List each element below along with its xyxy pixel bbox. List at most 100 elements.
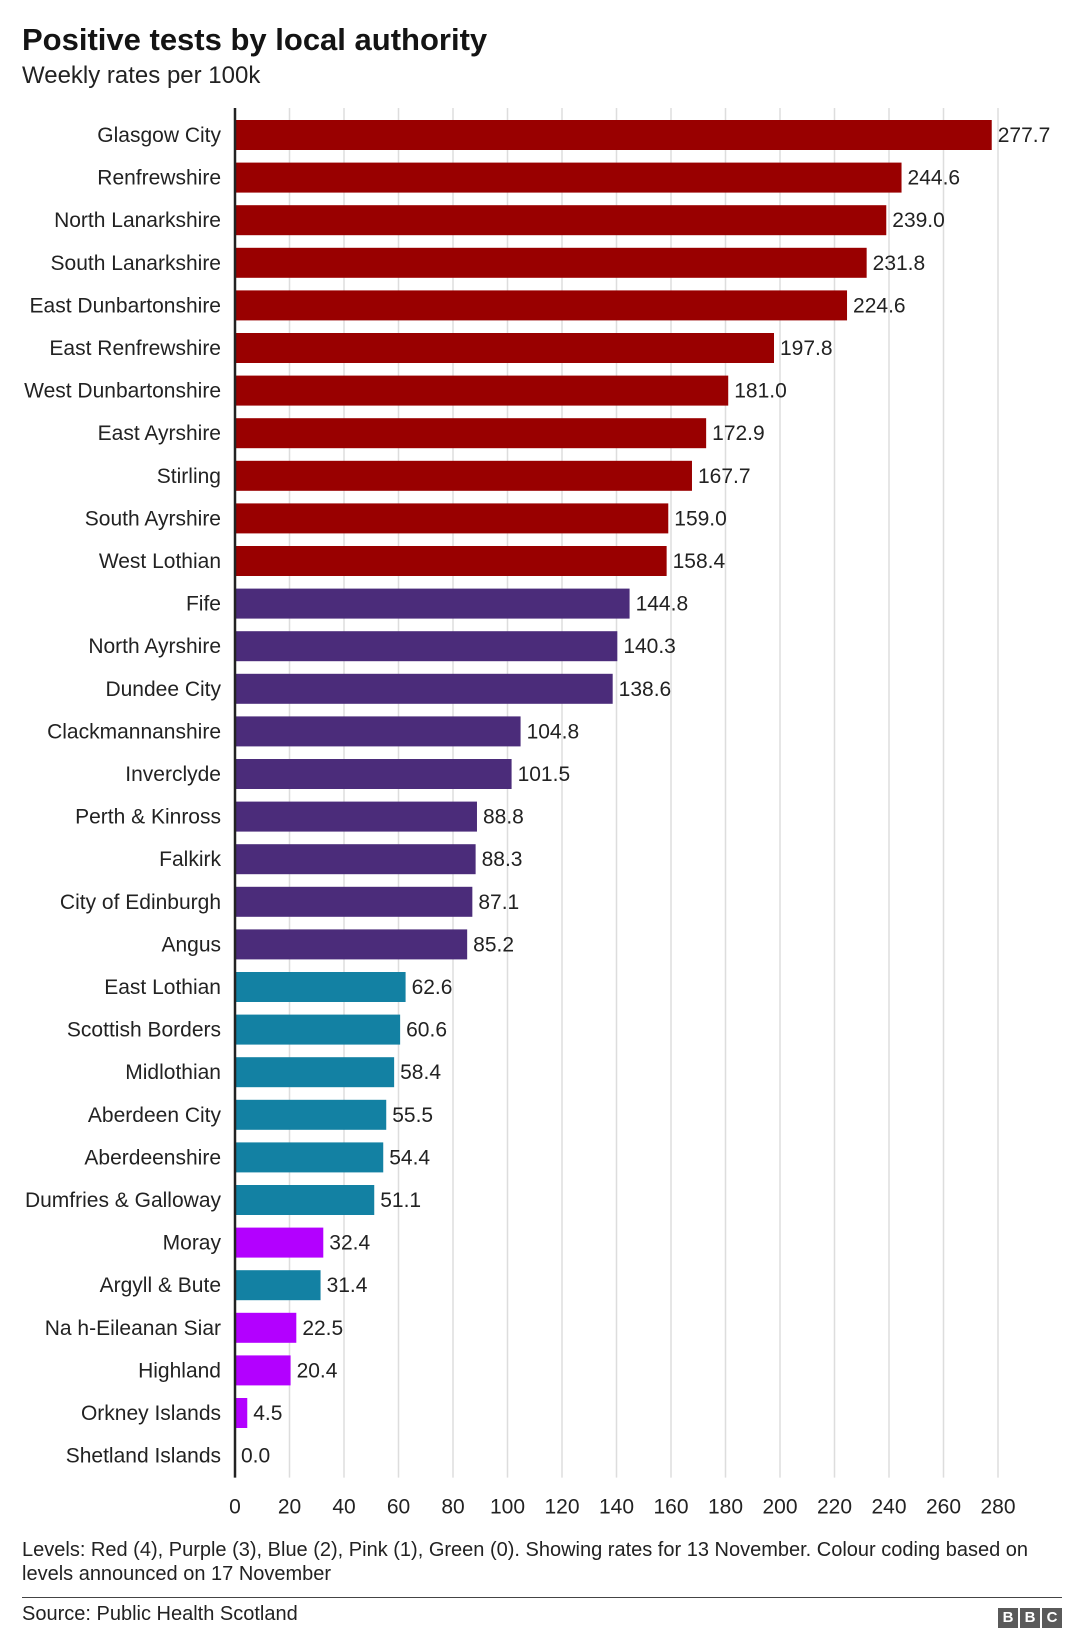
data-label: 22.5 xyxy=(302,1317,343,1340)
data-label: 85.2 xyxy=(473,933,514,956)
category-label: East Ayrshire xyxy=(98,422,221,445)
chart-title: Positive tests by local authority xyxy=(22,22,488,57)
bar xyxy=(235,1355,291,1386)
bar xyxy=(235,972,406,1002)
bbc-logo: B B C xyxy=(998,1608,1062,1628)
category-label: South Ayrshire xyxy=(85,507,221,530)
data-label: 58.4 xyxy=(400,1061,441,1084)
data-label: 88.8 xyxy=(483,806,524,829)
data-label: 55.5 xyxy=(392,1104,433,1127)
data-label: 104.8 xyxy=(527,720,580,743)
data-label: 239.0 xyxy=(892,209,945,232)
data-label: 158.4 xyxy=(673,550,726,573)
category-label: Moray xyxy=(163,1232,222,1255)
category-label: City of Edinburgh xyxy=(60,891,221,914)
data-label: 88.3 xyxy=(482,848,523,871)
data-label: 87.1 xyxy=(478,891,519,914)
category-label: Scottish Borders xyxy=(67,1019,221,1042)
x-tick-label: 240 xyxy=(871,1496,906,1519)
data-label: 0.0 xyxy=(241,1445,270,1468)
x-tick-label: 120 xyxy=(544,1496,579,1519)
data-label: 181.0 xyxy=(734,380,787,403)
data-label: 20.4 xyxy=(297,1359,338,1382)
x-tick-label: 140 xyxy=(599,1496,634,1519)
category-label: Glasgow City xyxy=(97,124,221,147)
data-label: 101.5 xyxy=(518,763,571,786)
bar xyxy=(235,460,692,491)
category-label: East Dunbartonshire xyxy=(30,294,221,317)
data-label: 140.3 xyxy=(623,635,676,658)
data-label: 60.6 xyxy=(406,1019,447,1042)
data-label: 277.7 xyxy=(998,124,1051,147)
bar xyxy=(235,588,630,619)
bar xyxy=(235,1270,321,1301)
category-label: West Lothian xyxy=(99,550,221,573)
bar xyxy=(235,759,512,789)
bar xyxy=(235,418,707,449)
bar xyxy=(235,631,618,662)
data-label: 224.6 xyxy=(853,294,906,317)
bar xyxy=(235,1312,297,1343)
bar-chart: 0 20 40 60 80 100 120 140 160 180 200 220 240 260 280 G… xyxy=(24,108,1050,1519)
category-label: Fife xyxy=(186,593,221,616)
data-label: 159.0 xyxy=(674,507,727,530)
bars xyxy=(235,120,992,1428)
bar xyxy=(235,162,902,193)
bar xyxy=(235,886,473,917)
x-tick-label: 260 xyxy=(926,1496,961,1519)
category-label: Argyll & Bute xyxy=(100,1274,221,1297)
chart-subtitle: Weekly rates per 100k xyxy=(22,62,261,89)
data-label: 197.8 xyxy=(780,337,833,360)
category-label: Renfrewshire xyxy=(97,167,221,190)
bar xyxy=(235,503,669,534)
bar xyxy=(235,1398,248,1428)
data-label: 31.4 xyxy=(327,1274,368,1297)
bar xyxy=(235,673,613,704)
bar xyxy=(235,1142,384,1173)
category-label: North Lanarkshire xyxy=(54,209,221,232)
bar xyxy=(235,1057,395,1088)
bar xyxy=(235,333,775,363)
bar xyxy=(235,546,667,576)
x-tick-label: 80 xyxy=(441,1496,464,1519)
category-label: South Lanarkshire xyxy=(51,252,221,275)
data-label: 244.6 xyxy=(908,167,961,190)
bar xyxy=(235,1185,375,1215)
data-label: 54.4 xyxy=(389,1146,430,1169)
category-label: Orkney Islands xyxy=(81,1402,221,1425)
footnote: Levels: Red (4), Purple (3), Blue (2), P… xyxy=(22,1539,1029,1585)
bar xyxy=(235,801,477,832)
category-label: Na h-Eileanan Siar xyxy=(45,1317,221,1340)
category-label: Falkirk xyxy=(159,848,221,871)
x-tick-label: 160 xyxy=(653,1496,688,1519)
category-label: Midlothian xyxy=(125,1061,221,1084)
bar xyxy=(235,290,848,321)
category-label: West Dunbartonshire xyxy=(24,380,221,403)
bbc-logo-letter: C xyxy=(1042,1608,1062,1628)
footer-divider xyxy=(22,1597,1062,1598)
data-label: 62.6 xyxy=(412,976,453,999)
category-label: Aberdeen City xyxy=(88,1104,222,1127)
labels: 0 20 40 60 80 100 120 140 160 180 200 220 240 260 280 G… xyxy=(24,124,1050,1519)
category-label: Perth & Kinross xyxy=(75,806,221,829)
category-label: Dundee City xyxy=(105,678,221,701)
data-label: 144.8 xyxy=(636,593,689,616)
x-tick-label: 180 xyxy=(708,1496,743,1519)
x-tick-label: 220 xyxy=(817,1496,852,1519)
bar xyxy=(235,205,887,236)
bbc-logo-letter: B xyxy=(1020,1608,1040,1628)
data-label: 172.9 xyxy=(712,422,765,445)
x-tick-label: 200 xyxy=(762,1496,797,1519)
x-tick-label: 0 xyxy=(229,1496,241,1519)
x-tick-label: 280 xyxy=(980,1496,1015,1519)
bar xyxy=(235,247,867,278)
data-label: 167.7 xyxy=(698,465,751,488)
data-label: 4.5 xyxy=(253,1402,282,1425)
data-label: 32.4 xyxy=(329,1232,370,1255)
source-text: Source: Public Health Scotland xyxy=(22,1603,298,1625)
bar xyxy=(235,1227,324,1258)
bar xyxy=(235,929,468,960)
bar xyxy=(235,120,992,150)
category-label: Shetland Islands xyxy=(66,1445,221,1468)
x-tick-label: 40 xyxy=(332,1496,355,1519)
